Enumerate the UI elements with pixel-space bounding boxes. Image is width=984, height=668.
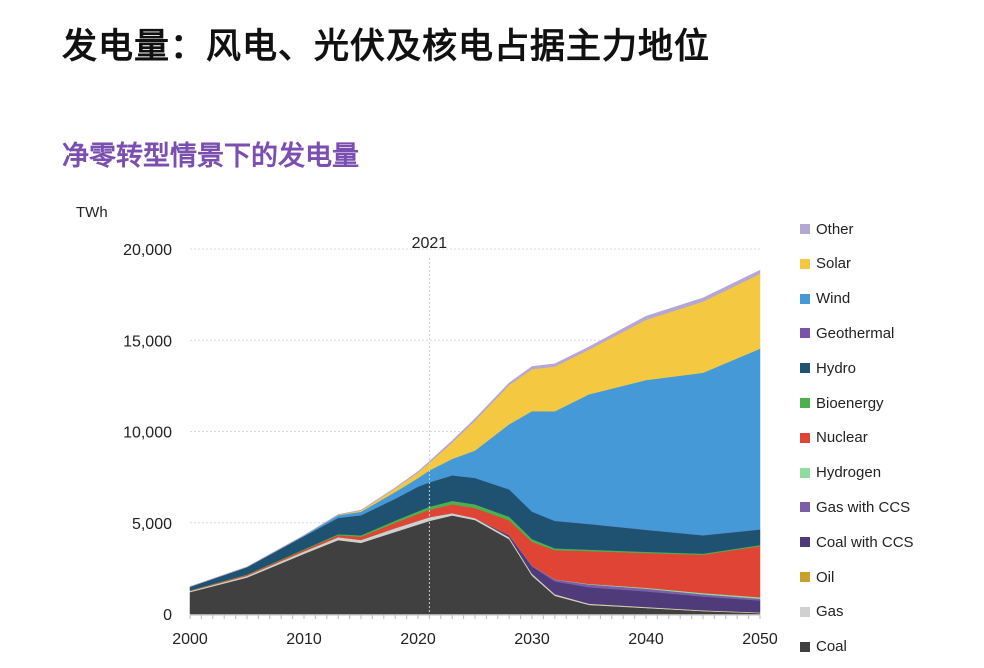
- legend-label: Oil: [816, 568, 835, 586]
- annotation-label: 2021: [412, 235, 448, 252]
- y-tick-label: 15,000: [123, 333, 172, 350]
- y-tick-label: 20,000: [123, 242, 172, 259]
- x-tick-label: 2030: [514, 631, 550, 648]
- legend-label: Coal: [816, 638, 847, 656]
- x-tick-label: 2050: [742, 631, 778, 648]
- legend-item: Coal: [800, 637, 847, 657]
- legend-label: Wind: [816, 290, 851, 308]
- legend-swatch: [800, 363, 810, 374]
- y-axis-unit: TWh: [76, 204, 108, 221]
- legend-item: Hydrogen: [800, 463, 881, 483]
- legend-label: Nuclear: [816, 429, 868, 447]
- legend-swatch: [800, 606, 810, 617]
- legend-label: Gas with CCS: [816, 498, 911, 516]
- legend-swatch: [800, 641, 810, 652]
- legend-swatch: [800, 537, 810, 548]
- legend-item: Bioenergy: [800, 393, 884, 413]
- legend-swatch: [800, 398, 810, 408]
- legend-swatch: [800, 258, 810, 269]
- area-other: [189, 269, 761, 587]
- legend-item: Oil: [800, 567, 834, 587]
- legend-item: Hydro: [800, 358, 856, 378]
- y-tick-label: 10,000: [123, 425, 172, 442]
- legend-item: Coal with CCS: [800, 532, 914, 552]
- legend-swatch: [800, 432, 810, 443]
- legend-item: Nuclear: [800, 428, 868, 448]
- legend-item: Gas: [800, 602, 844, 622]
- x-tick-label: 2020: [400, 631, 436, 648]
- legend-label: Hydro: [816, 359, 857, 377]
- legend-label: Geothermal: [816, 324, 895, 342]
- x-tick-label: 2000: [172, 631, 208, 648]
- legend-swatch: [800, 293, 810, 304]
- legend-label: Gas: [816, 603, 844, 621]
- legend-swatch: [800, 572, 810, 582]
- legend-label: Solar: [816, 255, 852, 273]
- legend-item: Gas with CCS: [800, 497, 910, 517]
- x-tick-label: 2040: [628, 631, 664, 648]
- legend-swatch: [800, 467, 810, 478]
- legend-label: Bioenergy: [816, 394, 884, 412]
- legend-swatch: [800, 502, 810, 513]
- legend-label: Coal with CCS: [816, 533, 914, 551]
- y-tick-label: 5,000: [132, 516, 172, 533]
- legend-item: Other: [800, 219, 854, 239]
- legend-swatch: [800, 224, 810, 234]
- chart-subtitle: 净零转型情景下的发电量: [62, 141, 359, 172]
- legend-label: Other: [816, 220, 854, 238]
- legend-swatch: [800, 328, 810, 339]
- legend-item: Wind: [800, 289, 850, 309]
- legend-item: Geothermal: [800, 323, 894, 343]
- legend-item: Solar: [800, 254, 851, 274]
- legend-label: Hydrogen: [816, 464, 882, 482]
- page-title: 发电量：风电、光伏及核电占据主力地位: [62, 27, 711, 67]
- x-tick-label: 2010: [286, 631, 322, 648]
- y-tick-label: 0: [163, 607, 172, 624]
